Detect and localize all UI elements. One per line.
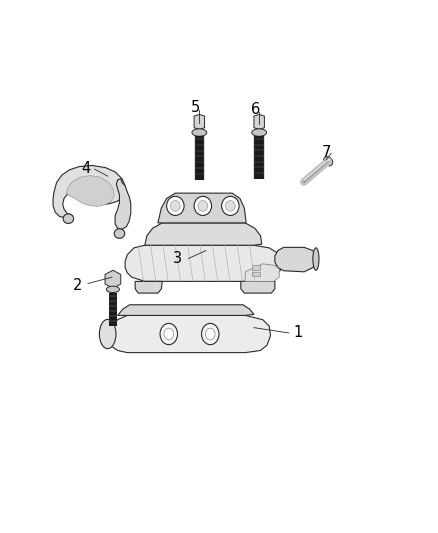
- Text: 4: 4: [81, 160, 91, 176]
- Text: 3: 3: [173, 251, 182, 266]
- Ellipse shape: [63, 214, 74, 223]
- Ellipse shape: [99, 319, 116, 349]
- Ellipse shape: [194, 196, 212, 215]
- Bar: [252, 265, 260, 270]
- Polygon shape: [194, 115, 205, 130]
- Ellipse shape: [160, 324, 177, 345]
- Ellipse shape: [222, 196, 239, 215]
- Polygon shape: [115, 179, 131, 229]
- Ellipse shape: [106, 286, 120, 293]
- Ellipse shape: [170, 200, 180, 211]
- Ellipse shape: [226, 200, 235, 211]
- Ellipse shape: [205, 328, 215, 340]
- Polygon shape: [145, 223, 262, 245]
- Polygon shape: [158, 193, 246, 223]
- Ellipse shape: [324, 157, 333, 166]
- Text: 7: 7: [321, 144, 331, 160]
- Text: 1: 1: [293, 326, 302, 341]
- Polygon shape: [135, 281, 162, 293]
- Ellipse shape: [164, 328, 173, 340]
- Ellipse shape: [166, 196, 184, 215]
- Ellipse shape: [192, 129, 207, 136]
- Polygon shape: [108, 316, 271, 353]
- Text: 5: 5: [191, 100, 200, 115]
- Polygon shape: [66, 175, 114, 206]
- Bar: [252, 272, 260, 276]
- Polygon shape: [241, 281, 275, 293]
- Ellipse shape: [313, 248, 319, 270]
- Bar: [194, 136, 204, 180]
- Polygon shape: [254, 115, 265, 130]
- Ellipse shape: [114, 229, 125, 238]
- Polygon shape: [53, 165, 125, 217]
- Polygon shape: [275, 247, 316, 272]
- Bar: [109, 293, 117, 326]
- Ellipse shape: [201, 324, 219, 345]
- Polygon shape: [245, 264, 279, 281]
- Ellipse shape: [198, 200, 208, 211]
- Polygon shape: [105, 270, 121, 288]
- Ellipse shape: [252, 129, 267, 136]
- Text: 6: 6: [251, 102, 261, 117]
- Polygon shape: [125, 245, 281, 281]
- Bar: [254, 136, 264, 179]
- Text: 2: 2: [72, 278, 82, 293]
- Polygon shape: [118, 305, 254, 316]
